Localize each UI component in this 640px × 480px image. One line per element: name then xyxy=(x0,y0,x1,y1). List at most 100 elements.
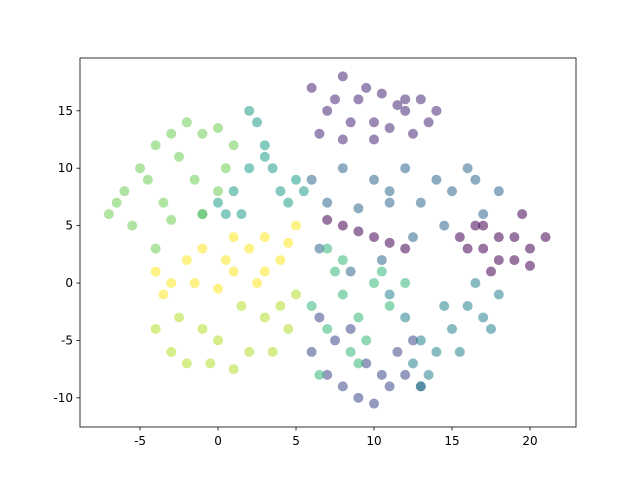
point xyxy=(314,128,325,139)
point xyxy=(197,209,208,220)
point xyxy=(244,105,255,116)
point xyxy=(337,220,348,231)
point xyxy=(189,278,200,289)
point xyxy=(158,289,169,300)
point xyxy=(283,323,294,334)
y-tick-label: 0 xyxy=(65,276,73,290)
point xyxy=(337,134,348,145)
point xyxy=(197,243,208,254)
point xyxy=(400,369,411,380)
point xyxy=(259,151,270,162)
point xyxy=(439,300,450,311)
point xyxy=(337,381,348,392)
point xyxy=(462,300,473,311)
point xyxy=(517,209,528,220)
point xyxy=(415,335,426,346)
point xyxy=(447,323,457,334)
point xyxy=(376,255,387,266)
point xyxy=(275,300,286,311)
point xyxy=(415,381,426,392)
point xyxy=(337,163,348,174)
point xyxy=(166,128,177,139)
point xyxy=(478,209,489,220)
point xyxy=(369,278,380,289)
point xyxy=(205,358,216,369)
point xyxy=(181,255,192,266)
point xyxy=(166,278,177,289)
point xyxy=(322,105,333,116)
point xyxy=(267,346,278,357)
point xyxy=(369,232,380,243)
point xyxy=(322,323,333,334)
point xyxy=(361,335,372,346)
point xyxy=(361,358,372,369)
point xyxy=(213,283,224,294)
point xyxy=(236,209,247,220)
point xyxy=(322,197,333,208)
point xyxy=(181,117,192,128)
point xyxy=(353,94,364,105)
point xyxy=(345,117,356,128)
point xyxy=(127,220,138,231)
y-tick-label: 15 xyxy=(58,104,73,118)
point xyxy=(431,346,442,357)
point xyxy=(213,186,224,197)
x-tick-label: 0 xyxy=(214,434,222,448)
point xyxy=(485,323,496,334)
point xyxy=(509,255,520,266)
point xyxy=(306,300,317,311)
point xyxy=(345,323,356,334)
point xyxy=(400,105,411,116)
point xyxy=(150,243,161,254)
point xyxy=(384,186,395,197)
plot-frame xyxy=(79,57,577,428)
point xyxy=(376,266,387,277)
point xyxy=(400,163,411,174)
point xyxy=(314,243,325,254)
point xyxy=(415,197,426,208)
point xyxy=(384,237,395,248)
point xyxy=(267,163,278,174)
point xyxy=(423,369,434,380)
point xyxy=(400,94,411,105)
point xyxy=(376,369,387,380)
point xyxy=(259,232,270,243)
point xyxy=(431,174,442,185)
point xyxy=(252,278,263,289)
point xyxy=(400,312,411,323)
point xyxy=(213,335,224,346)
point xyxy=(228,266,239,277)
point xyxy=(454,346,465,357)
x-tick-label: -5 xyxy=(134,434,146,448)
point xyxy=(439,220,450,231)
point xyxy=(197,128,208,139)
point xyxy=(291,289,302,300)
point xyxy=(400,278,411,289)
point xyxy=(423,117,434,128)
point xyxy=(337,289,348,300)
point xyxy=(524,243,535,254)
point xyxy=(540,232,551,243)
point xyxy=(462,243,473,254)
point xyxy=(158,197,169,208)
point xyxy=(400,243,411,254)
point xyxy=(353,203,364,214)
y-tick-label: 5 xyxy=(65,219,73,233)
point xyxy=(369,174,380,185)
point xyxy=(259,140,270,151)
point xyxy=(345,266,356,277)
point xyxy=(174,312,185,323)
point xyxy=(376,88,387,99)
point xyxy=(150,323,161,334)
point xyxy=(244,163,255,174)
point xyxy=(197,323,208,334)
point xyxy=(353,226,364,237)
x-tick-label: 15 xyxy=(444,434,459,448)
point xyxy=(384,289,395,300)
point xyxy=(493,232,504,243)
point xyxy=(408,335,419,346)
point xyxy=(392,346,403,357)
point xyxy=(361,82,372,93)
